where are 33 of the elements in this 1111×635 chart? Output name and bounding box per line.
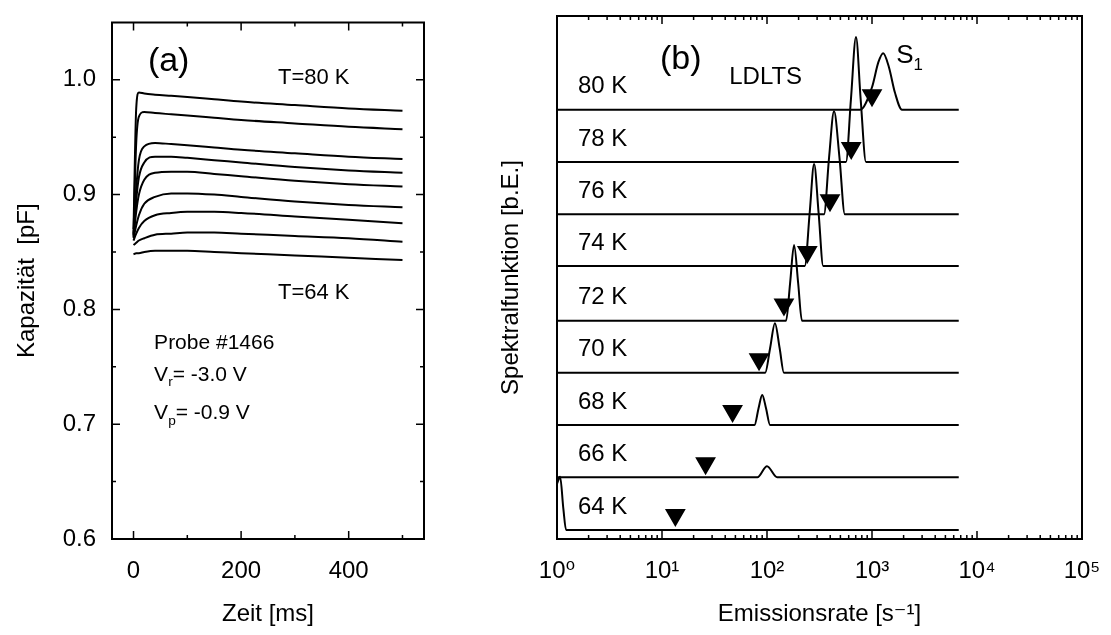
annotation: LDLTS <box>729 61 803 89</box>
annotation: T=64 K <box>277 279 350 305</box>
x-tick-label: 10¹ <box>644 556 680 584</box>
x-tick-label: 0 <box>126 556 141 584</box>
x-tick-label: 10² <box>749 556 785 584</box>
series-label: 68 K <box>578 386 628 414</box>
series-label: 76 K <box>578 175 628 203</box>
x-tick-label: 10⁵ <box>1063 556 1101 584</box>
y-tick-label: 0.8 <box>62 294 96 322</box>
series-label: 72 K <box>578 282 628 310</box>
y-axis-title: Kapazität [pF] <box>12 203 40 359</box>
y-tick-label: 0.6 <box>62 523 96 551</box>
annotation: (b) <box>659 38 702 77</box>
series-label: 64 K <box>578 491 628 519</box>
series-label: 74 K <box>578 227 628 255</box>
y-axis-title: Spektralfunktion [b.E.] <box>496 160 524 395</box>
series-label: 78 K <box>578 123 628 151</box>
y-tick-label: 1.0 <box>62 64 96 92</box>
x-axis-title: Emissionsrate [s⁻¹] <box>717 599 922 627</box>
annotation: (a) <box>147 39 190 78</box>
x-tick-label: 400 <box>328 556 369 584</box>
x-tick-label: 10⁰ <box>538 556 576 584</box>
annotation: Probe #1466 <box>154 330 275 354</box>
x-axis-title: Zeit [ms] <box>221 599 315 627</box>
y-tick-label: 0.9 <box>62 179 96 207</box>
x-tick-label: 10⁴ <box>958 556 996 584</box>
y-tick-label: 0.7 <box>62 408 96 436</box>
series-label: 80 K <box>578 71 628 99</box>
series-label: 70 K <box>578 334 628 362</box>
x-tick-label: 200 <box>221 556 262 584</box>
x-tick-label: 10³ <box>854 556 890 584</box>
annotation: T=80 K <box>277 63 350 89</box>
series-label: 66 K <box>578 438 628 466</box>
